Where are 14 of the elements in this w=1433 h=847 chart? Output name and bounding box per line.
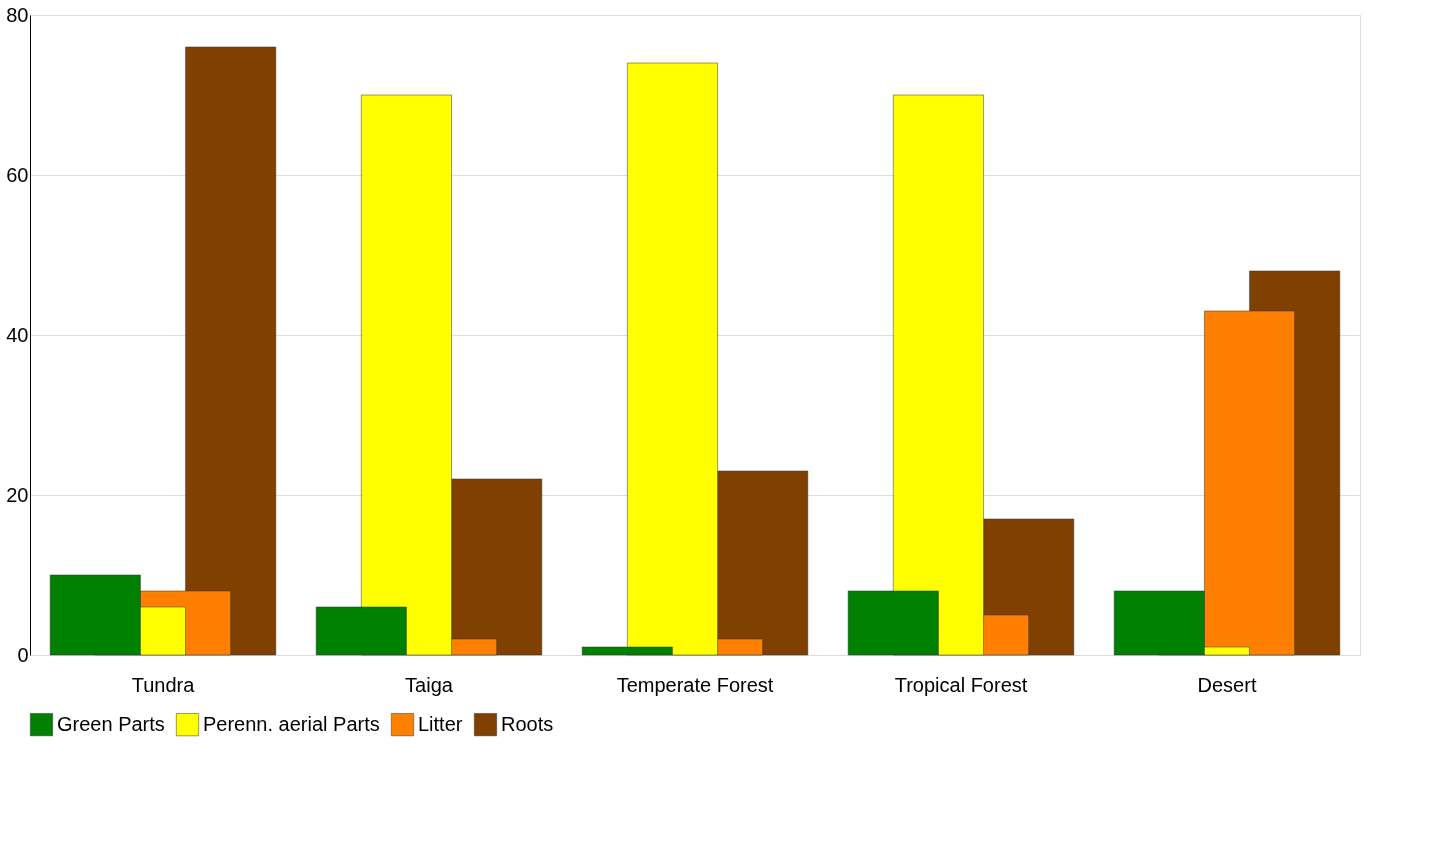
legend-label: Roots: [501, 712, 554, 735]
y-tick-label: 80: [6, 3, 29, 26]
legend-label: Perenn. aerial Parts: [203, 712, 380, 735]
y-tick-label: 40: [6, 323, 29, 346]
y-tick-label: 60: [6, 163, 29, 186]
x-tick-label: Desert: [1197, 673, 1257, 696]
x-tick-label: Tropical Forest: [894, 673, 1028, 696]
x-tick-label: Temperate Forest: [616, 673, 774, 696]
legend-label: Green Parts: [57, 712, 165, 735]
x-tick-label: Tundra: [131, 673, 196, 696]
x-tick-label: Taiga: [405, 673, 454, 696]
y-tick-label: 0: [17, 643, 29, 666]
legend-label: Litter: [418, 712, 463, 735]
y-tick-label: 20: [6, 483, 29, 506]
